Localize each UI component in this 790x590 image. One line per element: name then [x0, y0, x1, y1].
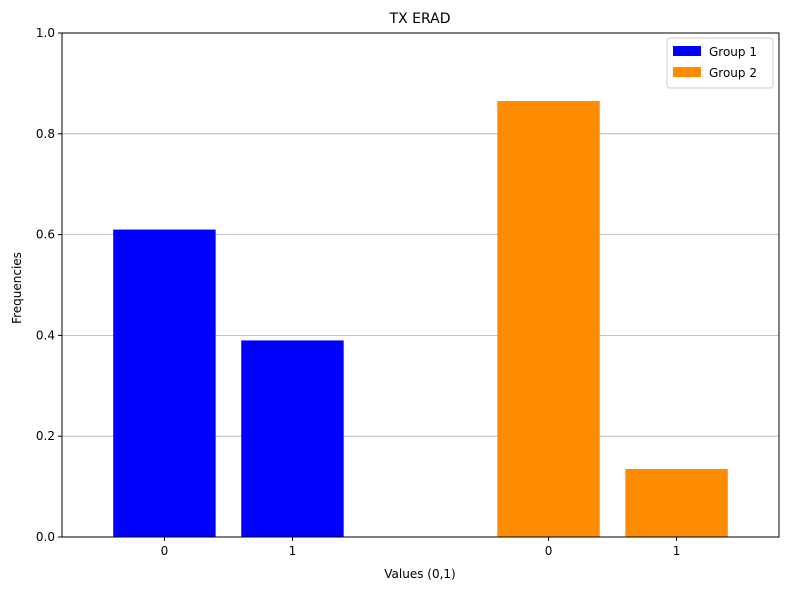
- y-tick-label: 0.8: [36, 127, 55, 141]
- legend-label: Group 2: [709, 66, 757, 80]
- x-axis-ticks: 0 1 0 1: [161, 537, 681, 558]
- bar: [113, 229, 216, 537]
- bar: [241, 340, 344, 537]
- legend-label: Group 1: [709, 45, 757, 59]
- x-tick-label: 1: [673, 544, 681, 558]
- legend-swatch: [673, 46, 701, 56]
- bars: [113, 101, 728, 537]
- y-tick-label: 0.2: [36, 429, 55, 443]
- y-tick-label: 1.0: [36, 26, 55, 40]
- y-axis-ticks: 0.0 0.2 0.4 0.6 0.8 1.0: [36, 26, 62, 544]
- legend: Group 1 Group 2: [666, 37, 774, 89]
- y-axis-label: Frequencies: [10, 252, 24, 324]
- y-tick-label: 0.0: [36, 530, 55, 544]
- y-tick-label: 0.6: [36, 228, 55, 242]
- chart-title: TX ERAD: [389, 11, 451, 27]
- x-tick-label: 0: [161, 544, 169, 558]
- bar: [497, 101, 600, 537]
- bar: [625, 468, 728, 537]
- x-tick-label: 1: [289, 544, 297, 558]
- y-tick-label: 0.4: [36, 328, 55, 342]
- x-axis-label: Values (0,1): [384, 567, 455, 581]
- x-tick-label: 0: [545, 544, 553, 558]
- plot-frame: [61, 32, 780, 538]
- legend-swatch: [673, 67, 701, 77]
